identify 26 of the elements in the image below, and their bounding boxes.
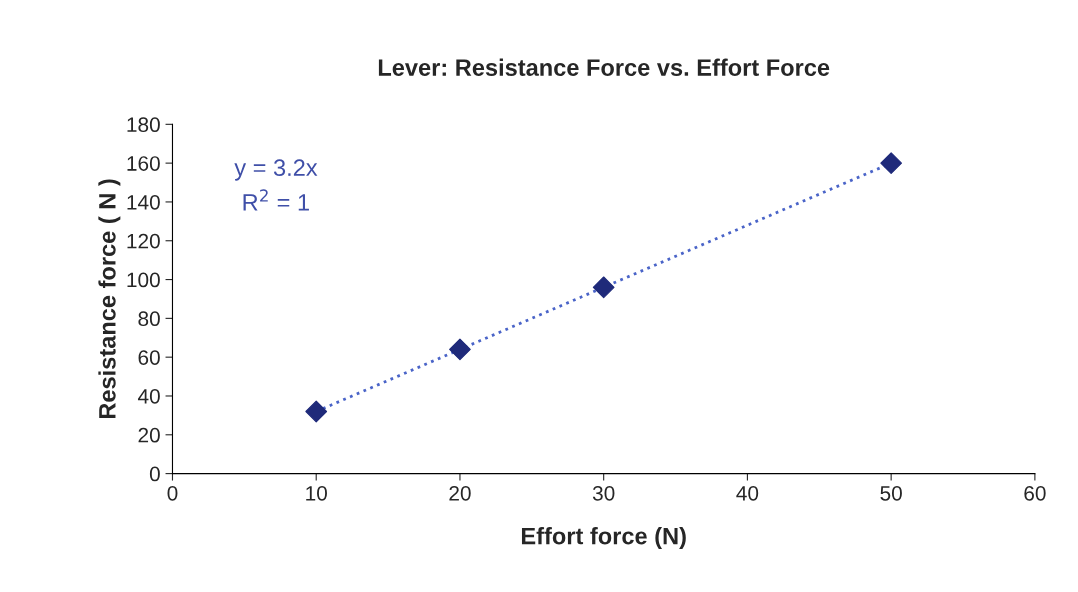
y-tick-label: 40	[137, 388, 160, 404]
point	[305, 400, 328, 423]
x-tick-label: 0	[167, 485, 178, 501]
y-tick-label: 100	[127, 272, 160, 288]
point	[592, 276, 615, 299]
y-tick-label: 80	[138, 311, 160, 327]
y-tick-label: 140	[127, 194, 160, 210]
y-tick-label: 0	[149, 466, 160, 482]
y-tick-label: 60	[138, 350, 160, 365]
annotation: R$^{2}$ = 1	[243, 189, 309, 211]
x-tick-label: 10	[306, 485, 327, 501]
x-tick-label: 50	[880, 485, 902, 501]
y-tick-label: 160	[127, 156, 160, 171]
x-tick-label: 40	[736, 485, 759, 501]
y-tick-label: 180	[127, 117, 160, 133]
point	[449, 338, 471, 361]
x-tick-label: 30	[592, 485, 615, 501]
point	[880, 152, 903, 175]
y-tick-label: 120	[127, 233, 160, 249]
y-tick-label: 20	[138, 427, 160, 443]
x-axis-title: Effort force (N)	[521, 527, 686, 550]
annotation: y = 3.2x	[234, 159, 318, 181]
x-tick-label: 60	[1024, 485, 1046, 501]
y-axis-title: Resistance force ( N )	[98, 179, 121, 419]
x-tick-label: 20	[449, 485, 471, 501]
chart-title: Lever: Resistance Force vs. Effort Force	[378, 58, 830, 76]
